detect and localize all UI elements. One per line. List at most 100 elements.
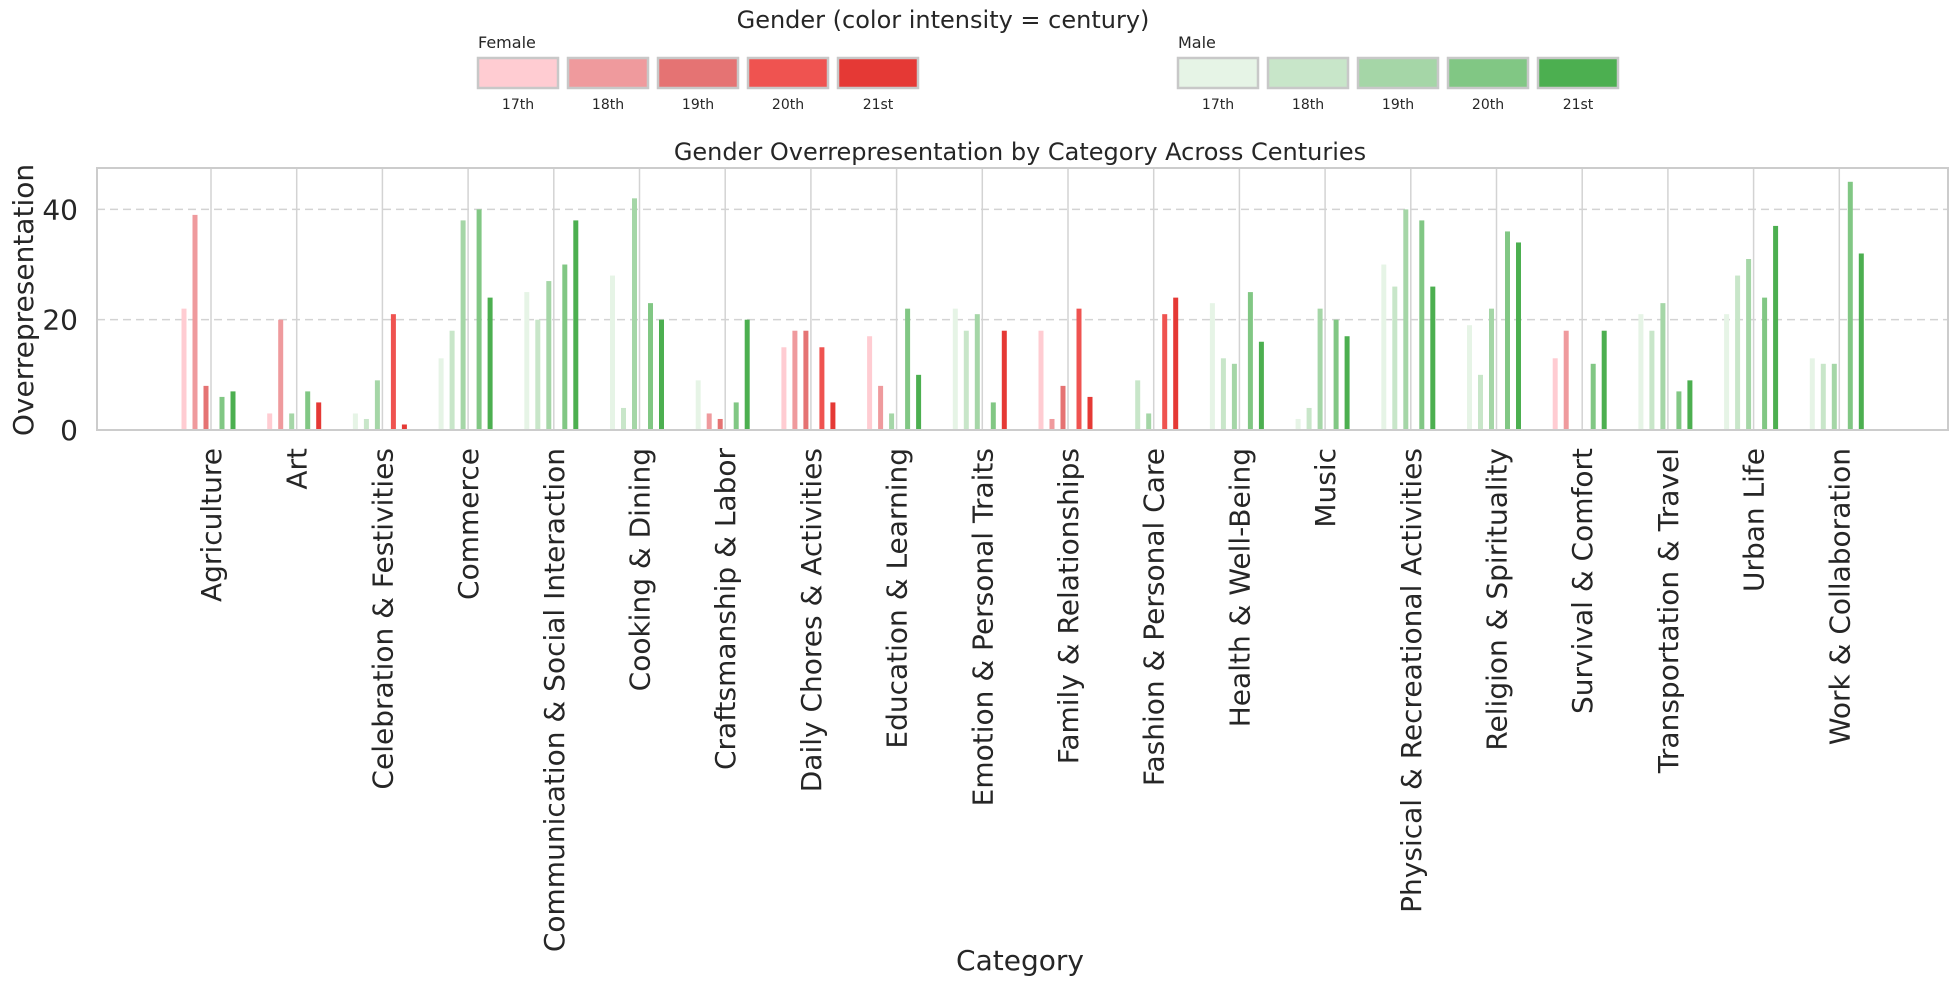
legend-swatch-label: 18th (592, 97, 624, 113)
bar (316, 402, 322, 430)
bar (1220, 358, 1226, 430)
legend-swatch (1446, 56, 1530, 90)
legend-swatch (836, 56, 920, 90)
bar (1735, 275, 1741, 430)
bar (916, 374, 922, 430)
bar (1381, 264, 1387, 430)
bar (1467, 325, 1472, 430)
bar (659, 319, 664, 430)
bar (203, 385, 209, 430)
bar (546, 281, 552, 430)
bar (648, 303, 653, 430)
legend-swatch (566, 56, 650, 90)
legend-swatch (1266, 56, 1350, 90)
bar (1162, 314, 1168, 430)
bar (1135, 380, 1141, 430)
bar (1231, 363, 1237, 430)
bar (1392, 286, 1398, 430)
bar (449, 330, 455, 430)
gridlines (97, 168, 1948, 430)
bar (963, 330, 969, 430)
bar (438, 358, 444, 430)
bar (952, 308, 958, 430)
bar (1831, 363, 1837, 430)
bar (1746, 259, 1752, 430)
bar (562, 264, 568, 430)
bar (1333, 319, 1339, 430)
bar (717, 418, 723, 430)
bar (867, 336, 873, 430)
legend-swatch-label: 17th (1202, 97, 1234, 113)
bar (1563, 330, 1569, 430)
bar (1552, 358, 1558, 430)
bar (476, 209, 482, 430)
y-tick-label: 20 (42, 304, 78, 337)
bar (621, 407, 626, 430)
legend-swatch-label: 21st (1563, 97, 1594, 113)
bar (1687, 380, 1693, 430)
legend-swatch (1356, 56, 1440, 90)
bar (1306, 407, 1312, 430)
x-tick-label: Agriculture (195, 448, 228, 602)
bar (1060, 385, 1066, 430)
legend-swatch (1176, 56, 1260, 90)
bar (401, 424, 407, 430)
x-tick-label: Cooking & Dining (624, 448, 657, 691)
bar (390, 314, 396, 430)
bar (374, 380, 380, 430)
bar (830, 402, 836, 430)
x-tick-label: Daily Chores & Activities (795, 448, 828, 792)
y-tick-labels: 0 20 40 (42, 193, 78, 447)
x-tick-label: Fashion & Personal Care (1138, 448, 1171, 786)
bar (352, 413, 358, 430)
legend-swatch-label: 21st (863, 97, 894, 113)
legend-swatch-label: 19th (1382, 97, 1414, 113)
x-tick-label: Education & Learning (881, 448, 914, 749)
bar (487, 297, 493, 430)
legend-swatch (746, 56, 830, 90)
x-tick-label: Art (281, 448, 314, 490)
bar (1516, 242, 1521, 430)
x-tick-labels: Agriculture Art Celebration & Festivities C… (195, 448, 1856, 953)
x-tick-label: Health & Well-Being (1223, 448, 1256, 727)
bar (744, 319, 750, 430)
chart-title: Gender Overrepresentation by Category Ac… (674, 138, 1366, 166)
legend-swatch (656, 56, 740, 90)
x-tick-label: Celebration & Festivities (366, 448, 399, 790)
legend-swatches: 17th 18th 19th 20th 21st 17th 18th 19th 20th 21st (476, 56, 1620, 113)
x-axis-label: Category (956, 944, 1084, 977)
bar (535, 319, 541, 430)
legend-swatch-label: 20th (772, 97, 804, 113)
legend-group-label-male: Male (1178, 33, 1216, 52)
legend-swatch-label: 18th (1292, 97, 1324, 113)
bar (1403, 209, 1409, 430)
bar (1773, 225, 1779, 430)
legend-swatch-label: 20th (1472, 97, 1504, 113)
bar (1601, 330, 1607, 430)
x-tick-label: Urban Life (1738, 448, 1771, 592)
bar (181, 308, 187, 430)
bar (632, 198, 637, 430)
bar (1809, 358, 1815, 430)
bar (278, 319, 284, 430)
bar (1317, 308, 1323, 430)
bar (803, 330, 809, 430)
bar (1489, 308, 1494, 430)
y-axis-label: Overrepresentation (7, 164, 40, 436)
bar (1146, 413, 1152, 430)
x-tick-label: Emotion & Personal Traits (966, 448, 999, 806)
x-tick-label: Religion & Spirituality (1481, 448, 1514, 751)
bar (1649, 330, 1655, 430)
bars (181, 181, 1864, 430)
y-tick-label: 0 (60, 414, 78, 447)
x-tick-label: Survival & Comfort (1566, 448, 1599, 714)
x-tick-label: Music (1309, 448, 1342, 528)
bar (1478, 374, 1483, 430)
y-tick-label: 40 (42, 193, 78, 226)
bar (267, 413, 273, 430)
bar (1258, 341, 1264, 430)
x-tick-label: Craftsmanship & Labor (709, 448, 742, 771)
bar (1049, 418, 1055, 430)
bar (706, 413, 712, 430)
